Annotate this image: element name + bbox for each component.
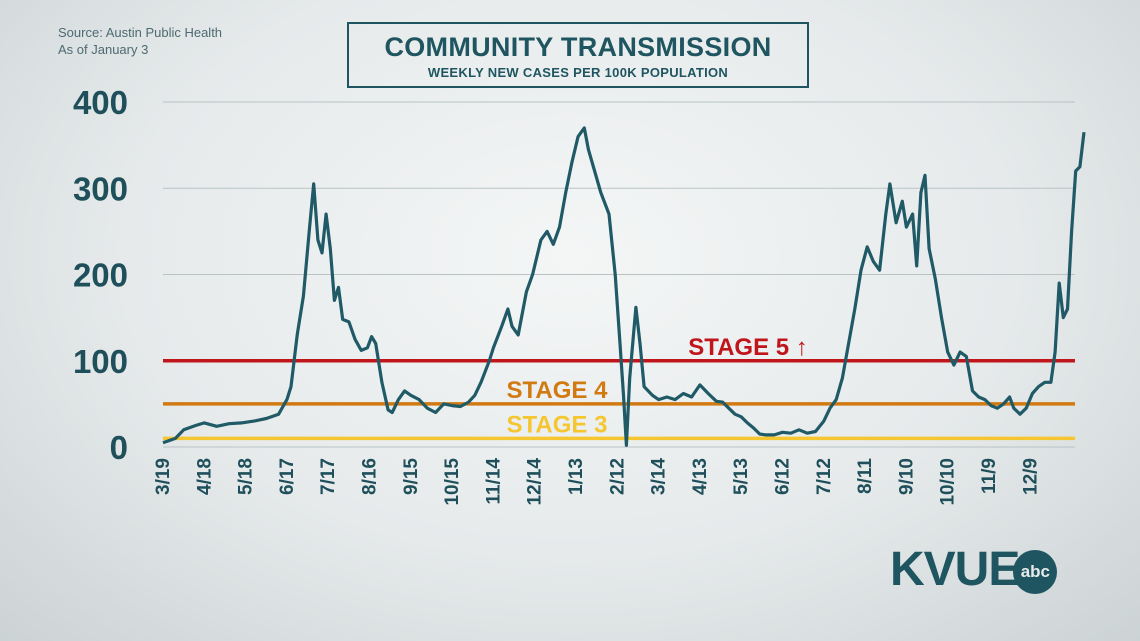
x-tick-label: 4/13 <box>690 458 711 495</box>
threshold-label: STAGE 3 <box>507 411 608 438</box>
title-box: COMMUNITY TRANSMISSION WEEKLY NEW CASES … <box>347 22 809 88</box>
x-tick-label: 11/9 <box>979 458 1000 494</box>
kvue-logo: KVUE abc <box>890 542 1058 597</box>
x-tick-label: 10/15 <box>442 458 463 506</box>
y-tick-label: 300 <box>73 170 128 207</box>
threshold-label: STAGE 4 <box>507 377 609 404</box>
source-note: Source: Austin Public Health As of Janua… <box>58 24 222 58</box>
x-tick-label: 1/13 <box>566 458 587 495</box>
y-tick-label: 0 <box>110 429 128 466</box>
y-tick-label: 200 <box>73 257 128 294</box>
abc-badge: abc <box>1013 549 1058 594</box>
threshold-label: STAGE 5 ↑ <box>688 334 808 361</box>
x-tick-label: 2/12 <box>607 458 628 495</box>
x-tick-label: 7/12 <box>814 458 835 495</box>
x-tick-label: 4/18 <box>194 458 215 495</box>
x-tick-label: 9/10 <box>896 458 917 495</box>
chart-subtitle: WEEKLY NEW CASES PER 100K POPULATION <box>427 65 729 80</box>
x-tick-label: 8/16 <box>360 458 381 495</box>
x-tick-label: 6/12 <box>773 458 794 495</box>
x-tick-label: 3/19 <box>153 458 174 495</box>
x-tick-label: 5/13 <box>731 458 752 495</box>
x-tick-label: 10/10 <box>938 458 959 506</box>
x-tick-label: 5/18 <box>236 458 257 495</box>
y-tick-label: 400 <box>73 84 128 121</box>
logo-wordmark: KVUE <box>890 543 1020 596</box>
x-tick-label: 3/14 <box>649 458 670 495</box>
x-tick-label: 11/14 <box>483 458 504 505</box>
x-tick-label: 9/15 <box>401 458 422 495</box>
series-line <box>162 126 1086 447</box>
y-tick-label: 100 <box>73 343 128 380</box>
x-tick-label: 6/17 <box>277 458 298 495</box>
chart-title: COMMUNITY TRANSMISSION <box>384 32 772 62</box>
source-line: Source: Austin Public Health <box>58 25 223 40</box>
x-tick-label: 12/9 <box>1020 458 1041 495</box>
x-tick-label: 12/14 <box>525 458 546 506</box>
x-tick-label: 7/17 <box>318 458 339 495</box>
date-line: As of January 3 <box>58 42 149 57</box>
x-tick-label: 8/11 <box>855 458 876 494</box>
